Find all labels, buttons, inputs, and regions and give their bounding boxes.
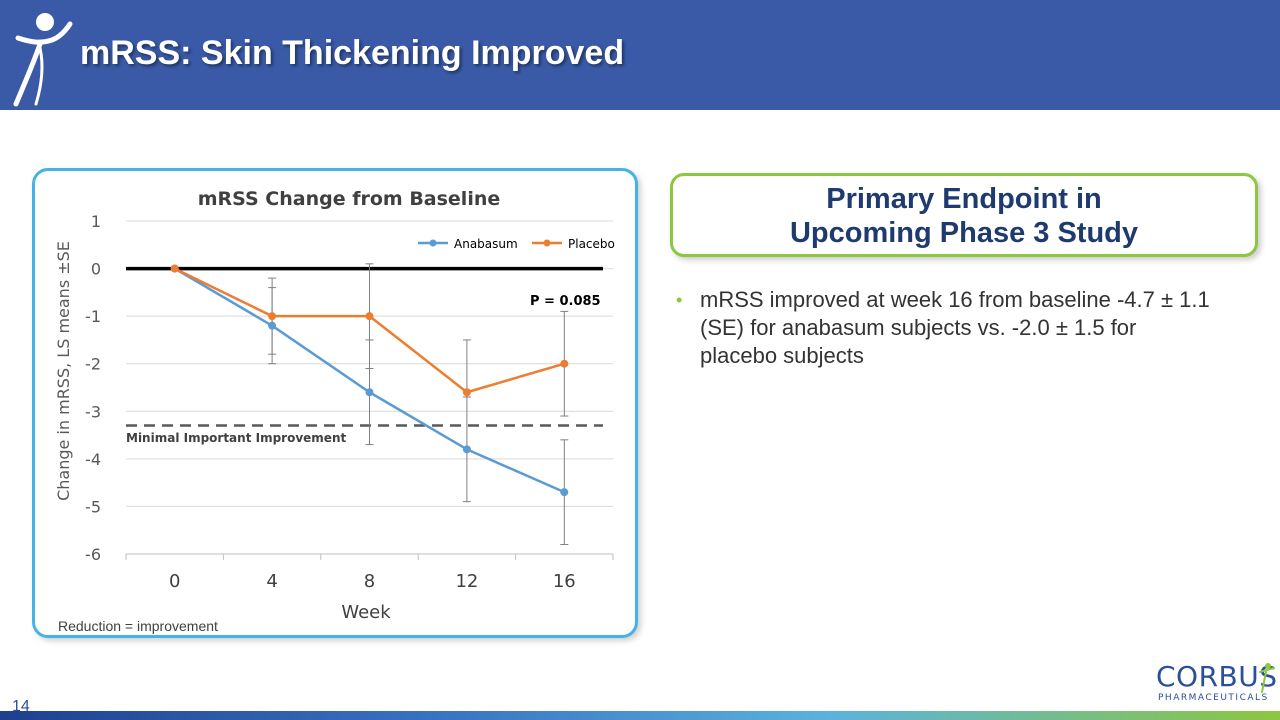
bullet-dot-icon: •	[676, 290, 683, 310]
corbus-logo-name: CORBUS	[1156, 660, 1278, 693]
chart-panel: mRSS Change from Baseline Change in mRSS…	[32, 168, 638, 638]
placebo-point	[560, 359, 569, 368]
chart-title: mRSS Change from Baseline	[198, 188, 501, 210]
y-tick-label: -2	[85, 355, 101, 374]
placebo-point	[170, 264, 179, 273]
placebo-legend-marker	[543, 239, 551, 247]
mii-label: Minimal Important Improvement	[126, 431, 346, 445]
corbus-logo-figure-icon	[1259, 663, 1275, 693]
placebo-legend-label: Placebo	[568, 237, 615, 251]
anabasum-legend-marker	[429, 239, 437, 247]
x-tick-label: 12	[455, 571, 478, 592]
anabasum-point	[365, 388, 374, 397]
bullet-item: • mRSS improved at week 16 from baseline…	[676, 286, 1216, 370]
bullet-text: mRSS improved at week 16 from baseline -…	[700, 287, 1210, 368]
mrss-line-chart: mRSS Change from Baseline Change in mRSS…	[54, 188, 615, 623]
x-tick-label: 16	[553, 571, 576, 592]
anabasum-point	[560, 488, 569, 497]
x-tick-label: 8	[364, 571, 375, 592]
primary-endpoint-box: Primary Endpoint in Upcoming Phase 3 Stu…	[670, 173, 1258, 257]
slide-title: mRSS: Skin Thickening Improved	[80, 34, 625, 72]
y-tick-label: 0	[91, 260, 101, 279]
footer-gradient-bar	[0, 711, 1280, 720]
footnote: Reduction = improvement	[58, 618, 218, 634]
endpoint-line-2: Upcoming Phase 3 Study	[789, 217, 1139, 249]
x-tick-label: 4	[266, 571, 277, 592]
x-axis-title: Week	[341, 602, 391, 623]
y-tick-label: -6	[85, 545, 101, 564]
x-tick-label: 0	[169, 571, 180, 592]
header-bar: mRSS: Skin Thickening Improved	[0, 0, 1280, 110]
page-number: 14	[12, 698, 30, 715]
y-tick-label: -4	[85, 450, 101, 469]
bullet-list: • mRSS improved at week 16 from baseline…	[676, 286, 1216, 370]
placebo-point	[365, 312, 374, 321]
anabasum-point	[268, 321, 277, 330]
corbus-logo: CORBUS PHARMACEUTICALS	[1156, 660, 1278, 703]
endpoint-line-1: Primary Endpoint in	[826, 183, 1102, 215]
corbus-logo-tagline: PHARMACEUTICALS	[1158, 693, 1269, 703]
y-tick-label: -3	[85, 402, 101, 421]
placebo-point	[268, 312, 277, 321]
y-tick-label: -1	[85, 307, 101, 326]
corbus-figure-icon	[13, 13, 73, 107]
anabasum-legend-label: Anabasum	[454, 237, 518, 251]
anabasum-point	[462, 445, 471, 454]
p-value-annotation: P = 0.085	[530, 294, 601, 309]
y-axis-title: Change in mRSS, LS means ±SE	[54, 241, 73, 501]
placebo-point	[462, 388, 471, 397]
y-tick-label: -5	[85, 497, 101, 516]
y-tick-label: 1	[91, 212, 101, 231]
